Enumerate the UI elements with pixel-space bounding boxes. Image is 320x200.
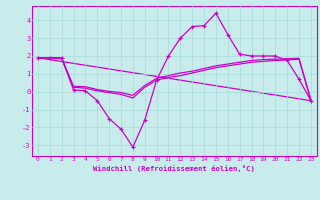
X-axis label: Windchill (Refroidissement éolien,°C): Windchill (Refroidissement éolien,°C) xyxy=(93,165,255,172)
